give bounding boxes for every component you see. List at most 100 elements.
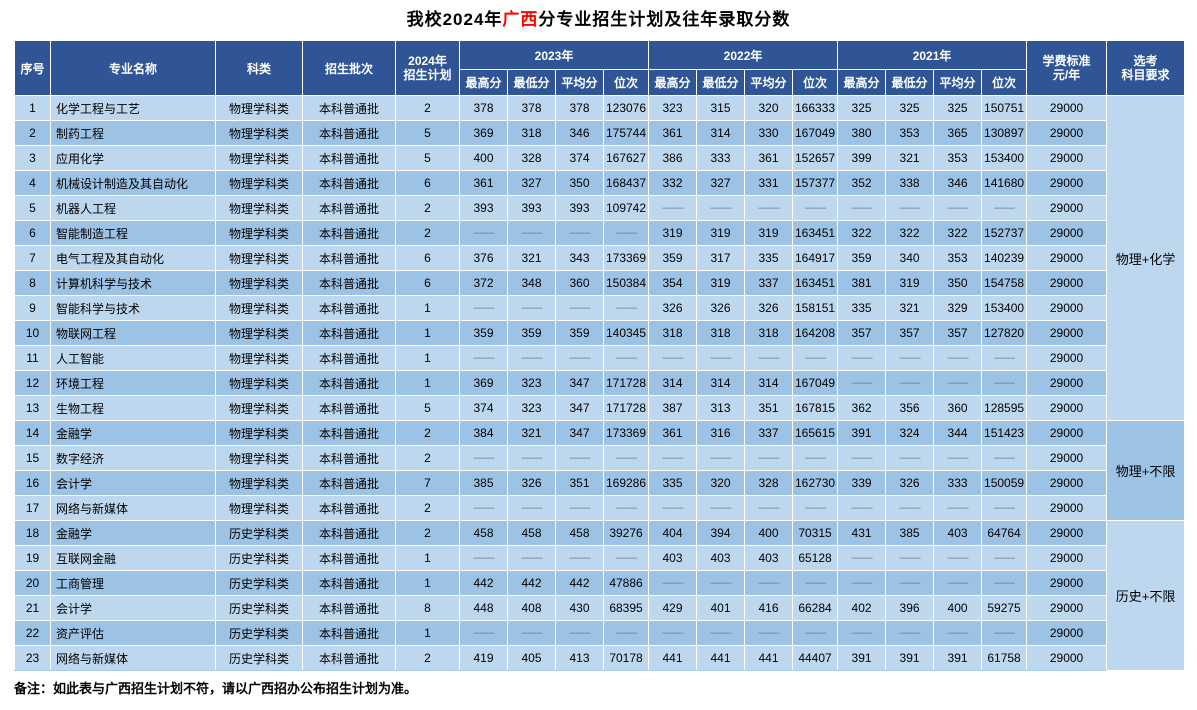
y2022-max-score: 326 [648,295,698,321]
y2021-min-score: —— [885,620,935,646]
table-body: 1 化学工程与工艺 物理学科类 本科普通批 2 378 378 378 123076 323 315… [14,95,1186,671]
major-name: 机器人工程 [50,195,216,221]
y2021-max-score: 431 [837,520,887,546]
col-header-batch: 招生批次 [302,40,396,96]
y2021-avg-score: —— [933,370,983,396]
y2021-min-score: —— [885,445,935,471]
y2023-avg-score: —— [555,620,604,646]
col-header-subject-req: 选考 科目要求 [1106,40,1186,96]
subject-category: 物理学科类 [215,120,303,146]
tuition: 29000 [1026,245,1108,271]
row-index: 21 [14,595,51,621]
tuition: 29000 [1026,95,1108,121]
y2022-max-score: —— [648,495,698,521]
y2021-avg-score: 357 [933,320,983,346]
y2021-max-score: 325 [837,95,887,121]
y2021-min-score: —— [885,570,935,596]
plan-2024: 6 [395,270,460,296]
y2023-avg-score: 374 [555,145,604,171]
table-row: 18 金融学 历史学科类 本科普通批 2 458 458 458 39276 404 394 400 7… [14,520,1186,671]
y2021-avg-score: —— [933,195,983,221]
y2022-max-score: 354 [648,270,698,296]
y2021-min-score: —— [885,495,935,521]
y2022-min-score: 394 [696,520,746,546]
tuition: 29000 [1026,220,1108,246]
y2022-rank: 164917 [792,245,839,271]
row-index: 19 [14,545,51,571]
y2023-rank: 171728 [602,370,650,396]
y2023-max-score: 419 [459,645,508,671]
major-name: 生物工程 [50,395,216,421]
table-row: 19 互联网金融 历史学科类 本科普通批 1 —— —— —— —— 403 403 403 65128… [14,545,1185,571]
table-row: 2 制药工程 物理学科类 本科普通批 5 369 318 346 175744 361 314 330… [14,120,1185,146]
y2021-avg-score: —— [933,570,983,596]
y2023-rank: —— [602,295,650,321]
row-index: 22 [14,620,51,646]
admission-batch: 本科普通批 [302,645,396,671]
admission-batch: 本科普通批 [302,245,396,271]
admission-batch: 本科普通批 [302,170,396,196]
y2021-rank: 59275 [981,595,1028,621]
y2021-avg-score: —— [933,495,983,521]
y2022-avg-score: 319 [744,220,794,246]
y2021-avg-score: 400 [933,595,983,621]
row-index: 16 [14,470,51,496]
y2022-rank: 167815 [792,395,839,421]
admission-batch: 本科普通批 [302,220,396,246]
y2022-max-score: 359 [648,245,698,271]
y2023-max-score: 369 [459,120,508,146]
plan-2024: 2 [395,445,460,471]
y2023-rank: —— [602,345,650,371]
plan-2024: 1 [395,545,460,571]
y2023-avg-score: 347 [555,395,604,421]
major-name: 网络与新媒体 [50,645,216,671]
table-row: 21 会计学 历史学科类 本科普通批 8 448 408 430 68395 429 401 416 6… [14,595,1185,621]
row-index: 6 [14,220,51,246]
y2021-avg-score: —— [933,445,983,471]
y2021-min-score: —— [885,370,935,396]
plan-2024: 2 [395,95,460,121]
major-name: 智能制造工程 [50,220,216,246]
admission-batch: 本科普通批 [302,595,396,621]
y2023-avg-score: 442 [555,570,604,596]
y2021-max-score: 381 [837,270,887,296]
y2021-rank: —— [981,195,1028,221]
subject-category: 物理学科类 [215,220,303,246]
admission-batch: 本科普通批 [302,470,396,496]
y2022-rank: 167049 [792,370,839,396]
major-name: 会计学 [50,470,216,496]
y2021-rank: —— [981,445,1028,471]
y2022-max-score: 314 [648,370,698,396]
tuition: 29000 [1026,120,1108,146]
col-header-index: 序号 [14,40,51,96]
subject-category: 历史学科类 [215,570,303,596]
y2023-max-score: 359 [459,320,508,346]
y2022-max-score: —— [648,570,698,596]
y2023-rank: —— [602,220,650,246]
y2022-avg-score: 314 [744,370,794,396]
y2023-min-score: 405 [507,645,556,671]
y2021-min-score: 340 [885,245,935,271]
admission-batch: 本科普通批 [302,370,396,396]
y2021-min-score: 319 [885,270,935,296]
major-name: 数字经济 [50,445,216,471]
y2023-max-score: 393 [459,195,508,221]
y2023-avg-score: 343 [555,245,604,271]
table-row: 22 资产评估 历史学科类 本科普通批 1 —— —— —— —— —— —— —— —— —— —— —— —… [14,620,1185,646]
admission-batch: 本科普通批 [302,95,396,121]
table-row: 14 金融学 物理学科类 本科普通批 2 384 321 347 173369 361 316 337… [14,420,1186,521]
tuition: 29000 [1026,470,1108,496]
y2022-min-score: 327 [696,170,746,196]
y2022-max-score: 361 [648,420,698,446]
y2022-avg-score: 337 [744,270,794,296]
y2022-rank: 166333 [792,95,839,121]
admission-batch: 本科普通批 [302,545,396,571]
table-row: 23 网络与新媒体 历史学科类 本科普通批 2 419 405 413 70178 441 441 4… [14,645,1185,671]
y2023-avg-score: 359 [555,320,604,346]
tuition: 29000 [1026,445,1108,471]
y2023-rank: —— [602,620,650,646]
y2022-rank: —— [792,345,839,371]
row-index: 18 [14,520,51,546]
y2022-max-score: 387 [648,395,698,421]
